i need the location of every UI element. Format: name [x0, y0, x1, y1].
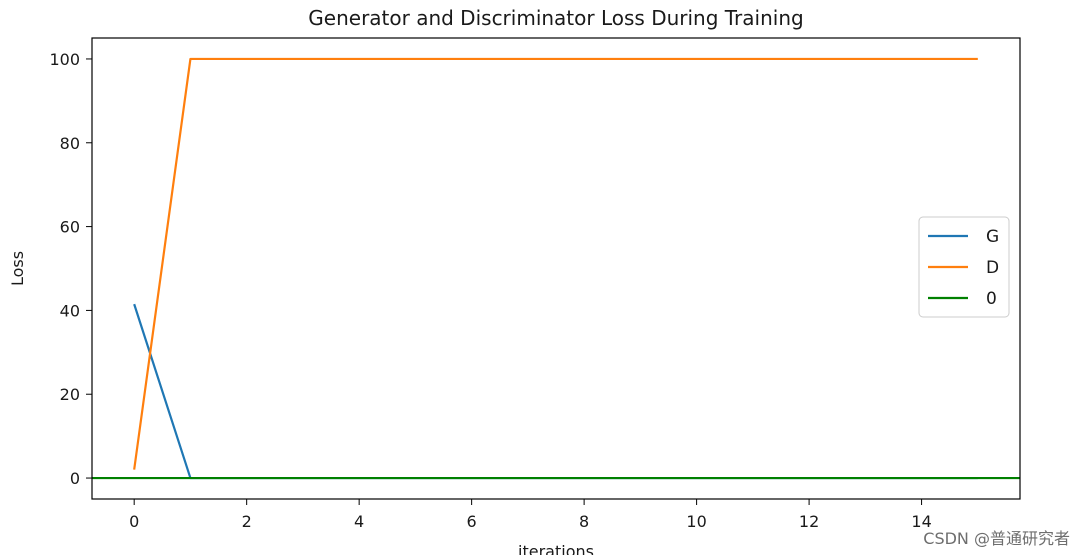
- y-tick-label: 80: [60, 134, 80, 153]
- series-line-G: [133, 303, 978, 480]
- y-axis-label: Loss: [8, 251, 27, 286]
- legend-label-0: 0: [986, 289, 997, 309]
- x-axis-label: iterations: [518, 542, 594, 555]
- x-tick-label: 0: [129, 512, 139, 531]
- legend: GD 0: [918, 216, 1010, 318]
- x-tick-label: 4: [354, 512, 364, 531]
- plot-frame: [91, 37, 1021, 500]
- x-tick-label: 8: [579, 512, 589, 531]
- ticks-layer: 0 2 4 6 8 10 12 14 0 20 40 60 80 100: [49, 50, 931, 531]
- watermark: CSDN @普通研究者: [923, 529, 1070, 548]
- y-tick-label: 20: [60, 385, 80, 404]
- series-layer: [92, 57, 1020, 480]
- y-tick-label: 40: [60, 301, 80, 320]
- y-tick-label: 100: [49, 50, 80, 69]
- x-tick-label: 6: [467, 512, 477, 531]
- chart-title: Generator and Discriminator Loss During …: [308, 6, 803, 30]
- y-tick-label: 60: [60, 218, 80, 237]
- legend-label-G: G: [986, 227, 999, 247]
- series-line-D: [133, 57, 978, 470]
- x-tick-label: 12: [799, 512, 819, 531]
- x-tick-label: 14: [911, 512, 931, 531]
- x-tick-label: 2: [242, 512, 252, 531]
- y-tick-label: 0: [70, 469, 80, 488]
- x-tick-label: 10: [686, 512, 706, 531]
- legend-label-D: D: [986, 258, 999, 278]
